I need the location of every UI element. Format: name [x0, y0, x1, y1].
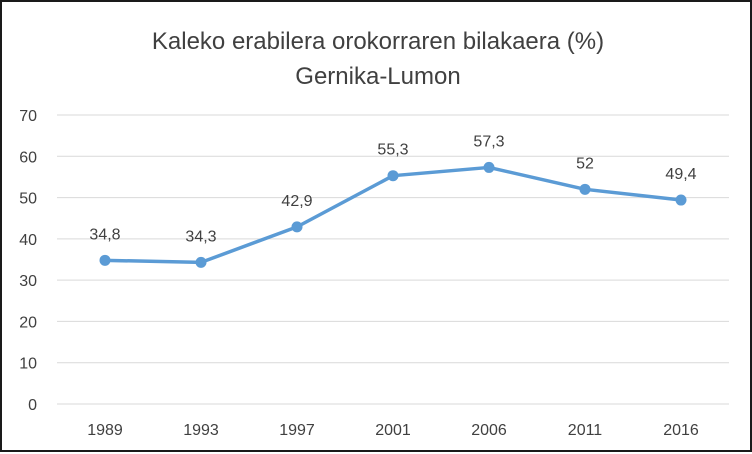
y-tick-label-20: 20	[19, 314, 37, 331]
series-line	[103, 165, 683, 265]
y-tick-label-50: 50	[19, 191, 37, 208]
data-point-1993	[195, 256, 207, 268]
x-tick-label-1989: 1989	[87, 422, 123, 439]
y-axis-tick-labels: 0 10 20 30 40 50 60 70	[19, 108, 37, 414]
y-tick-label-10: 10	[19, 356, 37, 373]
data-points	[99, 161, 687, 268]
x-tick-label-2011: 2011	[568, 422, 603, 439]
x-tick-label-2001: 2001	[375, 422, 411, 439]
data-label-2016: 49,4	[665, 166, 696, 183]
chart-title-line-2: Gernika-Lumon	[295, 63, 460, 90]
series-line-0	[103, 165, 683, 265]
y-tick-label-70: 70	[19, 108, 37, 125]
data-label-1997: 42,9	[281, 193, 312, 210]
data-point-1989	[99, 254, 111, 266]
gridlines	[57, 114, 729, 405]
data-label-1993: 34,3	[185, 228, 216, 245]
x-tick-label-2016: 2016	[663, 422, 699, 439]
x-tick-label-2006: 2006	[471, 422, 507, 439]
y-tick-label-60: 60	[19, 149, 37, 166]
x-tick-label-1997: 1997	[279, 422, 315, 439]
y-tick-label-40: 40	[19, 232, 37, 249]
data-point-2006	[483, 161, 495, 173]
x-tick-label-1993: 1993	[183, 422, 219, 439]
data-point-2011	[579, 183, 591, 195]
data-label-2006: 57,3	[473, 133, 504, 150]
data-label-2001: 55,3	[377, 142, 408, 159]
data-point-2016	[675, 194, 687, 206]
y-tick-label-0: 0	[28, 397, 37, 414]
data-point-1997	[291, 221, 303, 233]
data-label-2011: 52	[576, 155, 594, 172]
data-labels: 34,8 34,3 42,9 55,3 57,3 52 49,4	[89, 133, 696, 245]
x-axis-tick-labels: 1989 1993 1997 2001 2006 2011 2016	[87, 422, 699, 439]
y-tick-label-30: 30	[19, 273, 37, 290]
data-point-2001	[387, 170, 399, 182]
data-label-1989: 34,8	[89, 226, 120, 243]
chart-title-line-1: Kaleko erabilera orokorraren bilakaera (…	[152, 28, 604, 55]
